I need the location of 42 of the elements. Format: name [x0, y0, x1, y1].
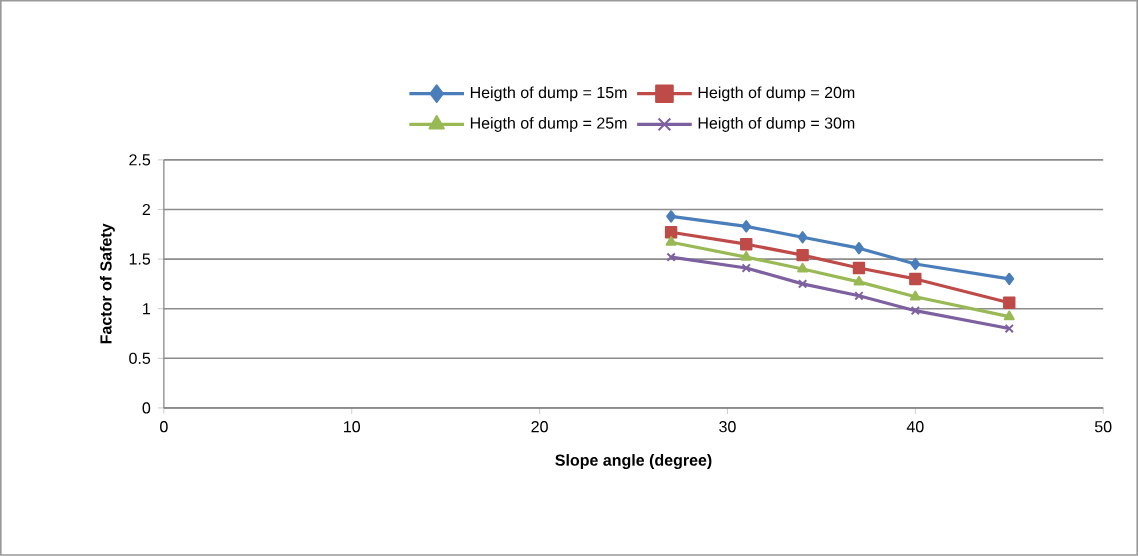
point — [1004, 272, 1015, 286]
point — [741, 220, 752, 233]
point — [797, 231, 808, 244]
y-tick-label: 1.5 — [129, 253, 151, 265]
point — [1003, 310, 1015, 321]
x-tick-label: 40 — [906, 421, 924, 433]
point — [854, 242, 864, 255]
point — [910, 257, 921, 271]
point — [797, 262, 809, 273]
legend-label: Heigth of dump = 20m — [698, 86, 855, 102]
point — [664, 226, 678, 239]
x-tick-label: 10 — [344, 421, 361, 433]
point — [666, 252, 676, 262]
point — [854, 291, 864, 301]
point — [740, 251, 752, 261]
point — [666, 210, 676, 223]
x-axis-title: Slope angle (degree) — [555, 454, 712, 470]
point — [796, 249, 809, 262]
point — [741, 263, 751, 273]
x-tick-label: 20 — [531, 421, 548, 433]
point — [665, 236, 677, 246]
point — [910, 306, 920, 316]
point — [909, 290, 921, 301]
x-tick-label: 0 — [160, 421, 168, 433]
y-tick-label: 0.5 — [129, 352, 151, 365]
x-tick-label: 50 — [1094, 421, 1112, 433]
y-tick-label: 2.5 — [129, 154, 151, 166]
point — [852, 261, 866, 275]
y-tick-label: 1 — [143, 303, 151, 315]
point — [797, 279, 808, 289]
legend-label: Heigth of dump = 15m — [470, 86, 627, 102]
legend-label: Heigth of dump = 30m — [698, 117, 855, 133]
x-tick-label: 30 — [719, 421, 736, 433]
point — [740, 238, 753, 251]
y-tick-label: 0 — [142, 402, 151, 414]
point — [1003, 296, 1016, 310]
y-tick-label: 2 — [142, 203, 150, 216]
y-axis-title: Factor of Safety — [99, 223, 115, 344]
point — [853, 275, 865, 286]
legend-label: Heigth of dump = 25m — [470, 117, 627, 133]
point — [1004, 323, 1014, 334]
point — [909, 272, 922, 286]
